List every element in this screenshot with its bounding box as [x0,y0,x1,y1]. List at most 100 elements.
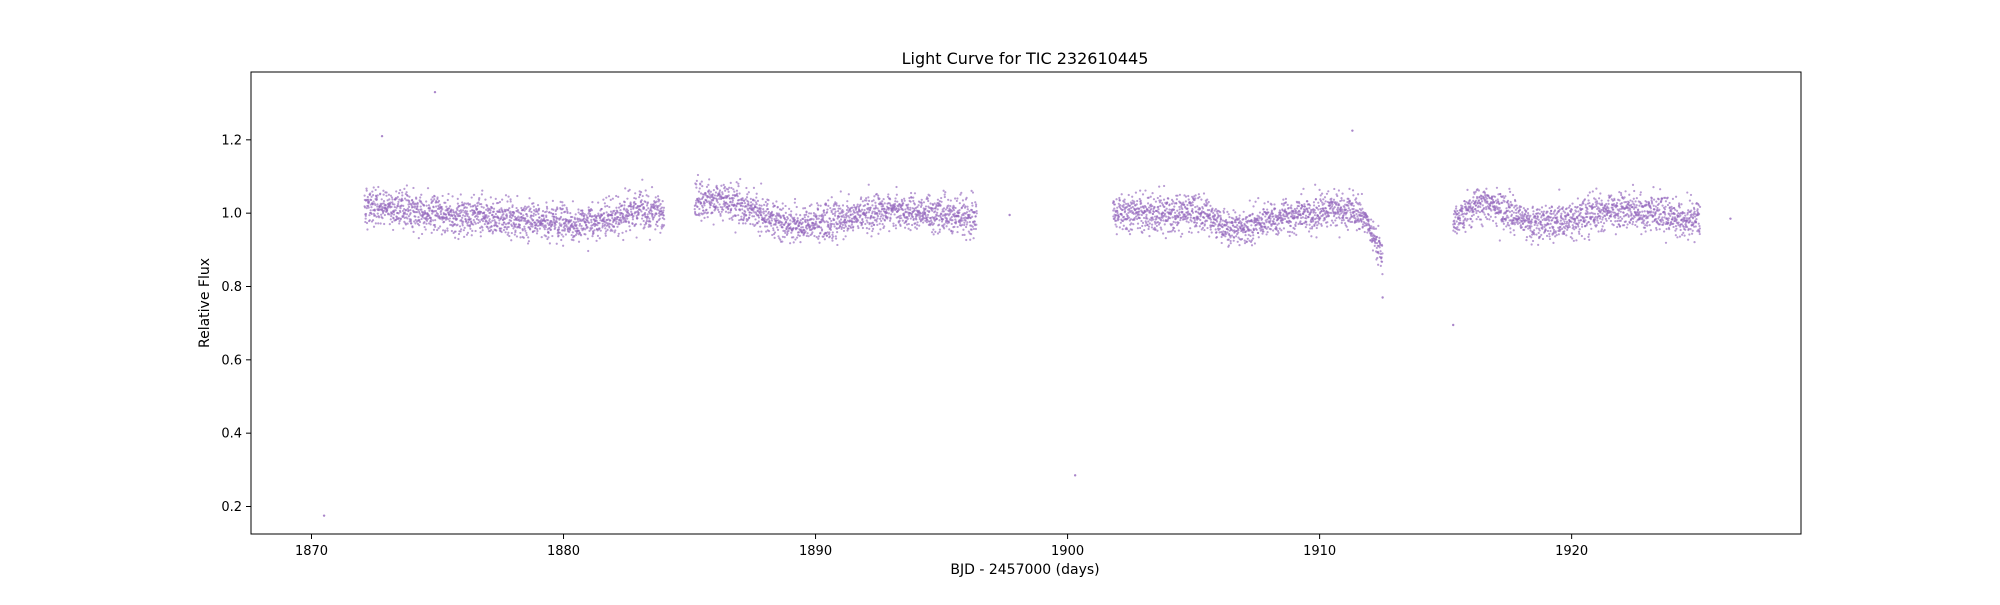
data-point [814,213,817,216]
data-point [1147,225,1151,228]
data-point [532,205,535,208]
data-point [865,227,868,230]
data-point [380,213,383,216]
data-point [883,202,886,205]
data-point [728,217,731,220]
data-point [1296,215,1300,218]
data-point [1494,199,1498,202]
data-point [464,209,467,213]
data-point [486,226,489,229]
data-point [536,204,540,207]
data-point [1242,210,1245,213]
data-point [893,205,896,208]
data-point [737,199,740,202]
data-point [544,224,547,227]
data-point [912,217,915,220]
data-point [924,205,928,208]
data-point [641,202,645,206]
data-point [402,227,405,230]
data-point [412,200,415,204]
data-point [1294,221,1298,224]
data-point [392,217,395,220]
data-point [1120,214,1123,217]
data-point [873,216,876,219]
data-point [706,211,710,214]
data-point [418,212,421,215]
data-point [449,210,453,214]
data-point [626,217,629,220]
data-point [936,208,939,211]
data-point [943,223,946,226]
data-point [770,217,773,220]
data-point [416,202,419,205]
data-point [867,196,870,199]
data-point [924,207,927,210]
data-point [590,209,594,212]
data-point [447,192,450,196]
data-point [789,222,792,225]
data-point [1324,207,1327,210]
data-point [541,210,545,213]
data-point [548,211,551,214]
data-point [597,212,600,215]
data-point [1243,226,1246,229]
data-point [583,217,586,220]
data-point [560,238,563,242]
data-point [504,223,507,226]
data-point [1122,215,1126,218]
data-point [1347,197,1350,200]
data-point [1303,203,1306,206]
data-point [863,208,866,212]
data-point [1458,214,1461,217]
data-point [799,214,802,217]
data-point [1141,221,1145,224]
data-point [590,227,594,230]
data-point [1172,226,1176,230]
data-point [894,197,897,200]
data-point [766,202,769,206]
data-point [547,236,550,239]
data-point [1273,207,1277,210]
data-point [879,210,882,213]
data-point [495,221,498,224]
data-point [479,210,483,214]
data-point [637,211,640,215]
data-point [878,222,881,225]
data-point [734,208,738,211]
data-point [709,204,712,207]
data-point [433,195,436,198]
data-point [943,195,946,199]
data-point [926,213,930,217]
data-point [746,218,750,221]
data-point [866,216,869,219]
data-point [1178,213,1181,217]
data-point [748,211,751,214]
data-point [792,241,795,244]
data-point [451,195,454,198]
data-point [515,235,519,238]
data-point [1298,210,1301,213]
data-point [480,193,483,196]
data-point [748,213,751,217]
data-point [834,237,838,240]
data-point [1214,208,1217,211]
data-point [477,218,480,222]
data-point [945,225,948,228]
data-point [661,200,664,203]
data-point [399,217,402,220]
data-point [547,231,550,234]
data-point [564,210,567,213]
data-point [403,187,406,191]
data-point [572,225,575,228]
data-point [415,197,418,200]
data-point [1123,201,1126,204]
data-point [650,210,653,213]
data-point [1219,211,1222,214]
data-point [437,199,441,203]
data-point [1322,198,1325,201]
data-point [695,183,698,186]
data-point [489,211,492,214]
data-point [1493,204,1496,208]
data-point [961,199,965,202]
data-point [537,212,540,215]
